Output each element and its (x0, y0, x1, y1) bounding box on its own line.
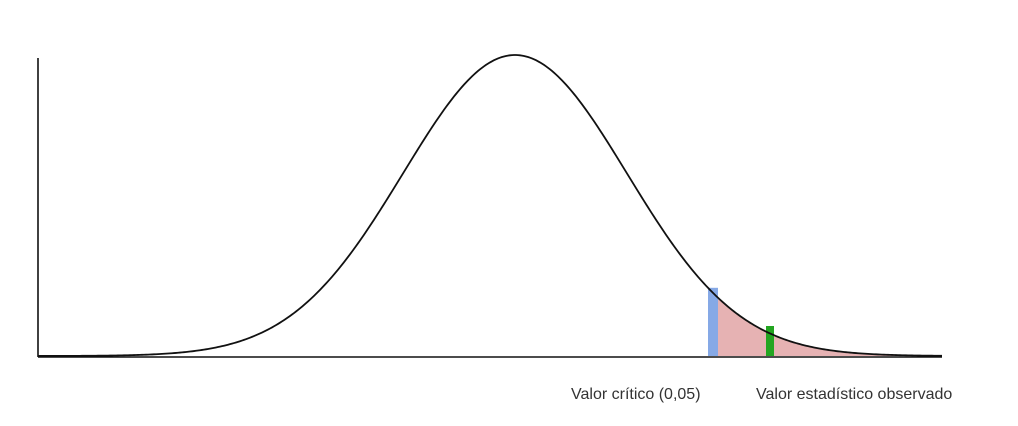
critical-value-marker (708, 287, 718, 356)
observed-value-marker (766, 326, 774, 356)
normal-distribution-curve (37, 54, 943, 357)
rejection-region-area (708, 287, 942, 356)
critical-value-label: Valor crítico (0,05) (571, 386, 701, 403)
observed-value-label: Valor estadístico observado (756, 386, 953, 403)
